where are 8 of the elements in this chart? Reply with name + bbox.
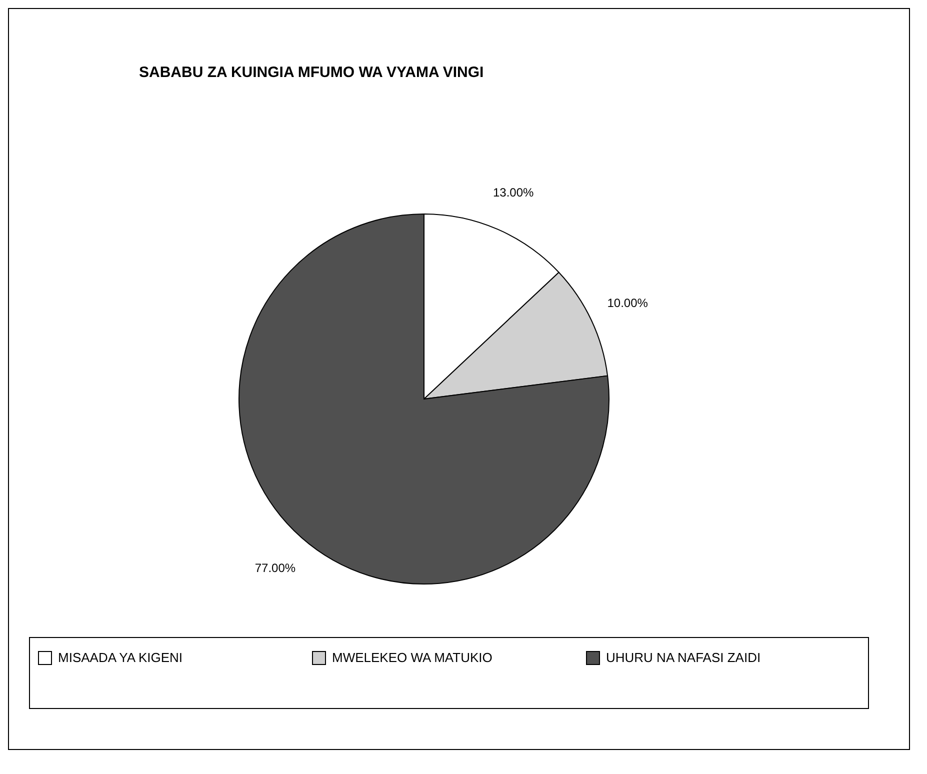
data-label: 10.00% [607, 296, 648, 310]
data-label: 77.00% [254, 560, 296, 575]
legend-label: UHURU NA NAFASI ZAIDI [606, 650, 762, 665]
legend-label: MWELEKEO WA MATUKIO [332, 650, 494, 665]
pie-slice [238, 214, 610, 584]
chart-title: SABABU ZA KUINGIA MFUMO WA VYAMA VINGI [139, 64, 484, 81]
data-label: 13.00% [493, 186, 534, 200]
legend-label: MISAADA YA KIGENI [58, 650, 184, 665]
